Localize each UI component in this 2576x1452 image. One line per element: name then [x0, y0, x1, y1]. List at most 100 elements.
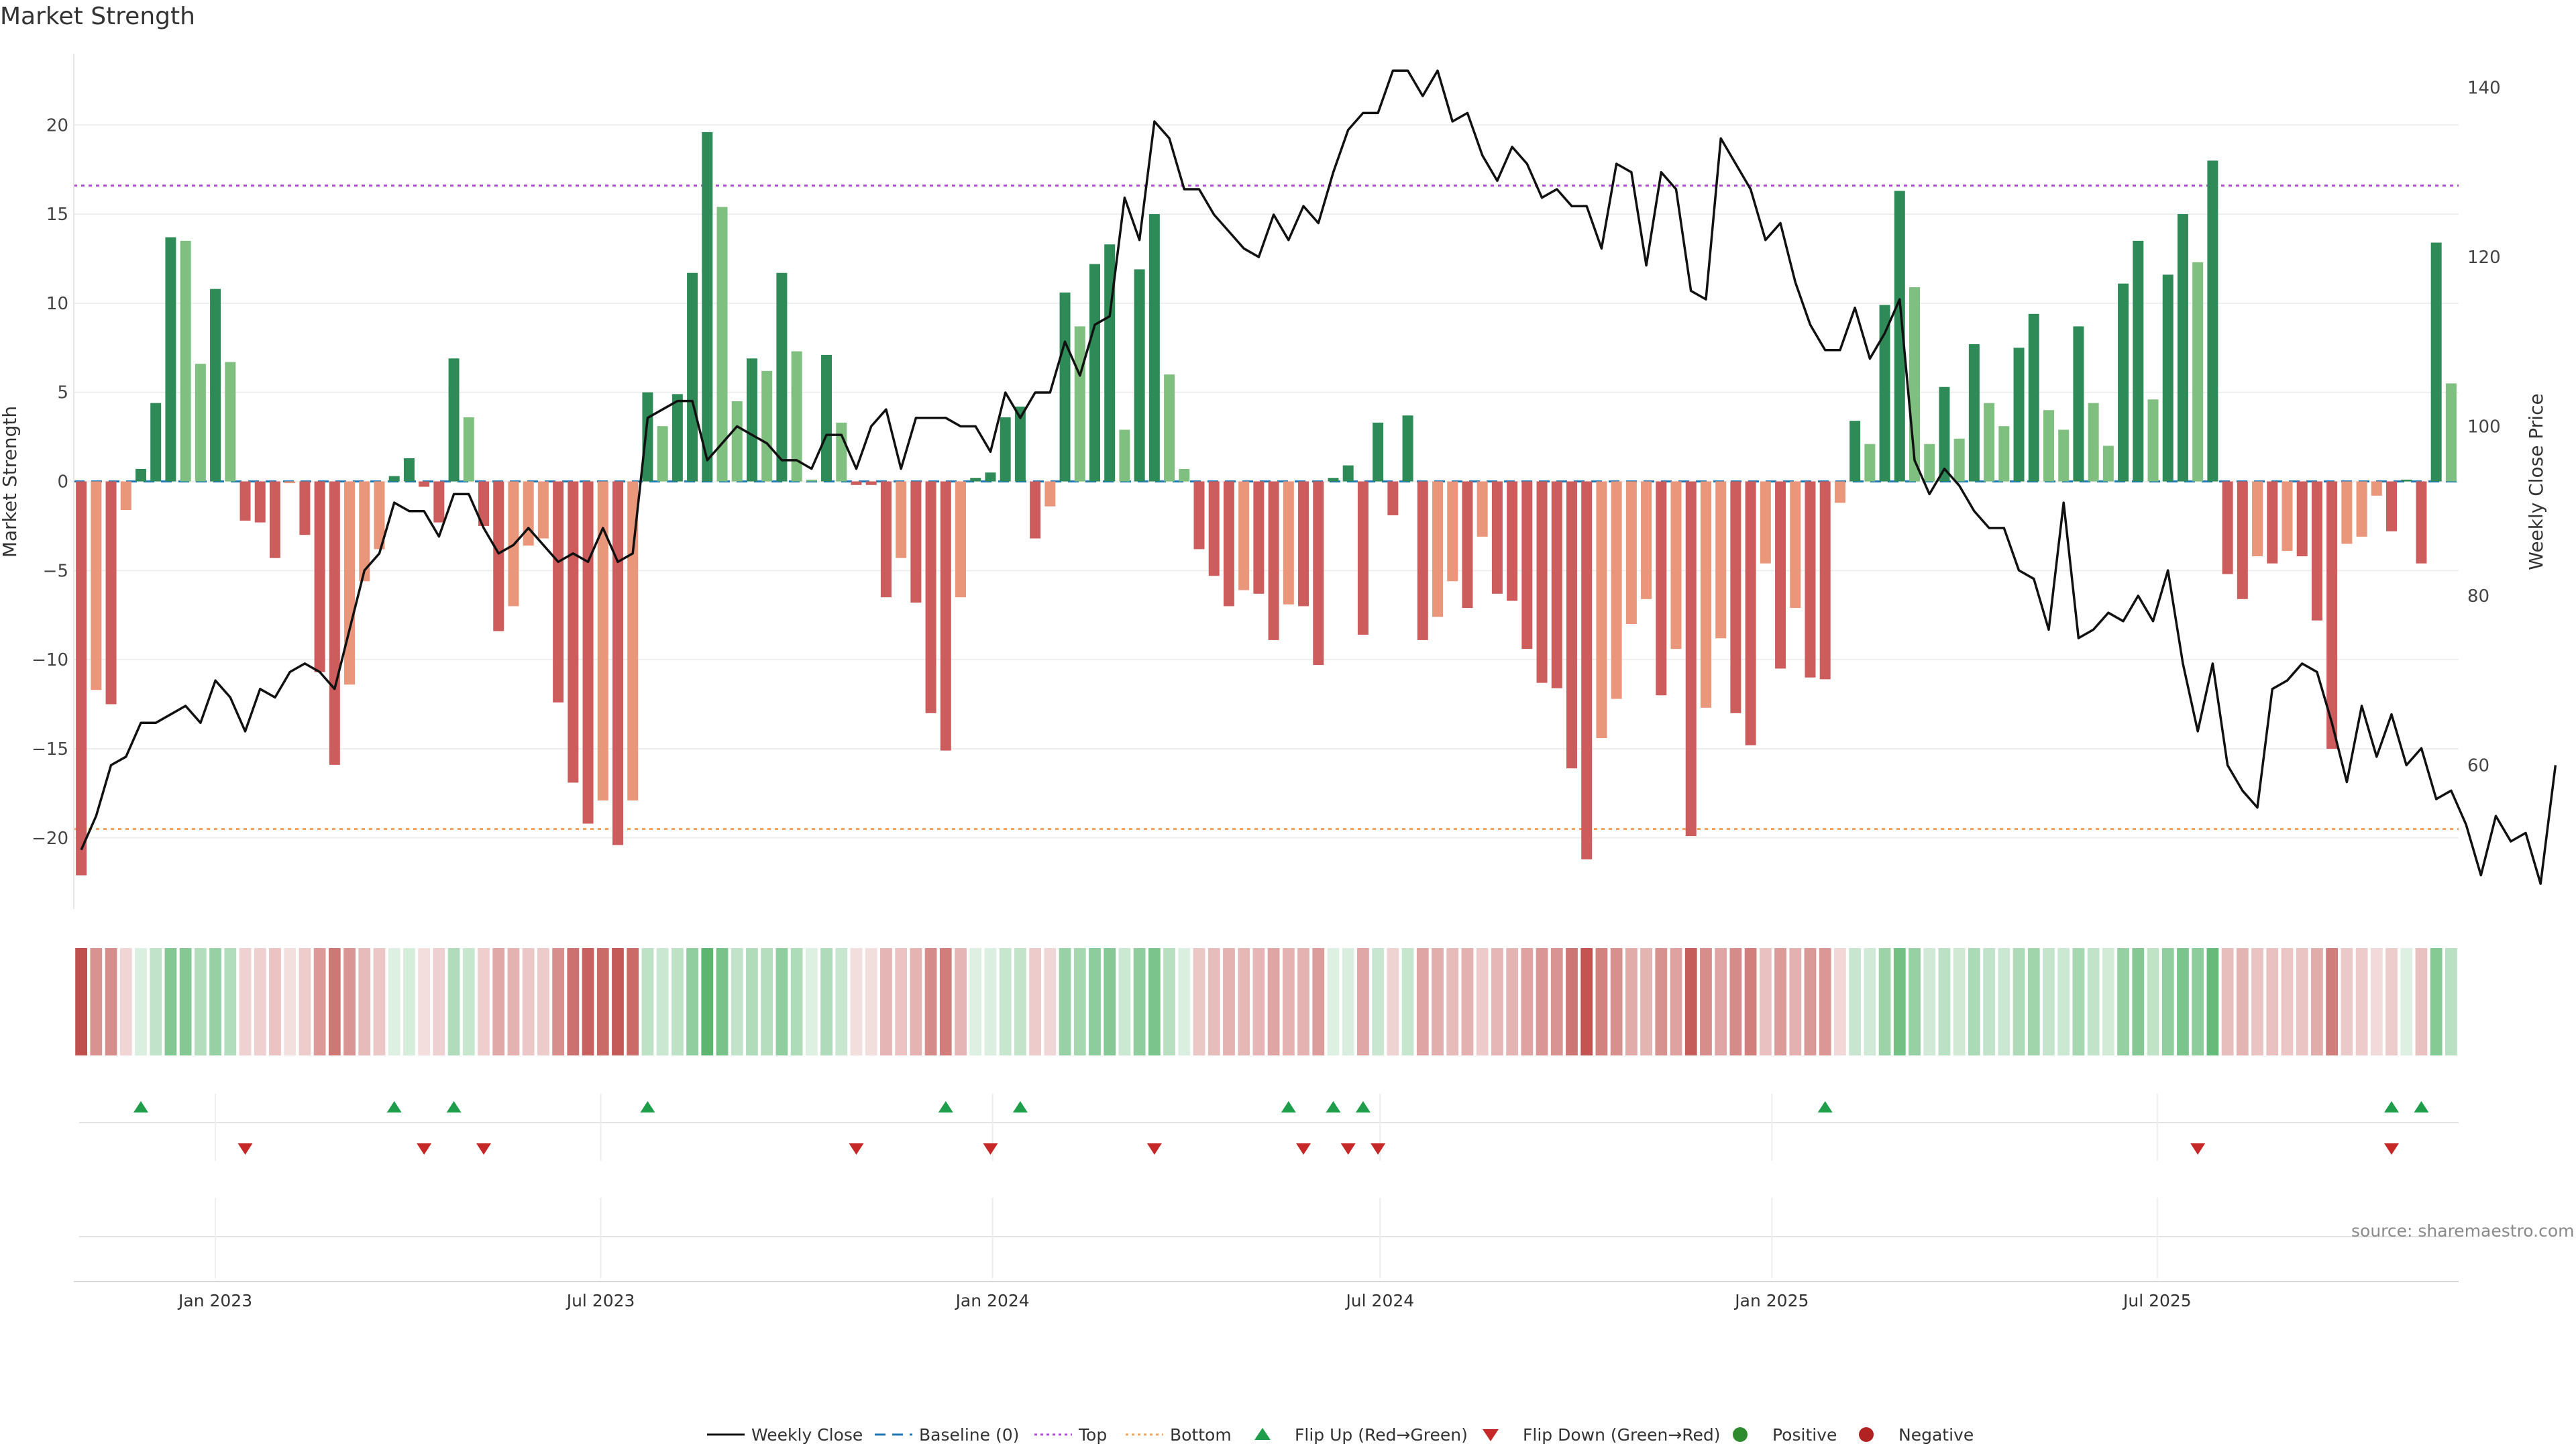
strength-bar [1402, 415, 1413, 482]
strength-bar [1581, 481, 1593, 860]
strength-bar [478, 481, 490, 526]
strength-bar [2102, 446, 2114, 482]
heat-cell [2057, 948, 2070, 1055]
strength-bar [1536, 481, 1548, 683]
heat-cell [1506, 948, 1518, 1055]
strength-bar [2371, 481, 2382, 496]
strength-bar [1819, 481, 1831, 680]
strength-bar [761, 370, 773, 482]
strength-bar [299, 481, 311, 535]
heat-cell [2072, 948, 2085, 1055]
flip-up-marker [1281, 1101, 1296, 1112]
heat-cell [1923, 948, 1936, 1055]
heat-cell [2161, 948, 2174, 1055]
strength-bar [1164, 374, 1175, 482]
source-note: source: sharemaestro.com [2351, 1221, 2575, 1241]
heat-cell [1252, 948, 1265, 1055]
heat-cell [2043, 948, 2055, 1055]
strength-bar [597, 481, 608, 800]
strength-bar [940, 481, 951, 751]
strength-bar [1342, 465, 1354, 482]
strength-bar [195, 364, 206, 482]
heat-cell [2132, 948, 2145, 1055]
y-tick-label: −5 [43, 561, 68, 581]
strength-bar [2028, 313, 2039, 482]
heat-cell [2341, 948, 2353, 1055]
flip-down-marker [1371, 1143, 1386, 1155]
triangle-down-icon [1483, 1429, 1499, 1441]
heat-cell [224, 948, 237, 1055]
legend-label: Positive [1772, 1425, 1837, 1445]
heat-cell [1104, 948, 1116, 1055]
x-tick-label: Jan 2023 [177, 1291, 252, 1310]
strength-bar [2088, 403, 2099, 482]
strength-bar [2058, 429, 2070, 482]
heat-cell [1893, 948, 1906, 1055]
flip-up-marker [1355, 1101, 1371, 1112]
flip-up-marker [938, 1101, 953, 1112]
strength-bar [955, 481, 967, 598]
heat-cell [150, 948, 162, 1055]
heat-cell [1059, 948, 1071, 1055]
heat-cell [269, 948, 281, 1055]
heat-cell [2206, 948, 2219, 1055]
flip-up-marker [386, 1101, 402, 1112]
heat-cell [1178, 948, 1191, 1055]
heat-cell [1625, 948, 1638, 1055]
heat-cell [1282, 948, 1295, 1055]
strength-bar [1760, 481, 1771, 564]
heat-cell [105, 948, 117, 1055]
heat-cell [865, 948, 877, 1055]
heat-cell [343, 948, 356, 1055]
strength-bar [2222, 481, 2233, 574]
strength-bar [1208, 481, 1220, 576]
flip-down-marker [417, 1143, 432, 1155]
strength-bar [880, 481, 892, 598]
strength-bar [239, 481, 251, 521]
strength-bar [985, 472, 996, 482]
heat-cell [1998, 948, 2010, 1055]
strength-bar [1462, 481, 1473, 609]
heat-cell [299, 948, 311, 1055]
strength-bar [642, 392, 653, 482]
strength-bar [1387, 481, 1399, 515]
heat-cell [2445, 948, 2457, 1055]
flip-up-marker [2414, 1101, 2429, 1112]
heat-cell [1595, 948, 1608, 1055]
heat-cell [2266, 948, 2279, 1055]
strength-bar [791, 351, 802, 482]
strength-bar [2356, 481, 2367, 537]
axis-layer: 20 15 10 5 0 −5 −10 −15 −20 140 120 100 80 60 Jan 2023… [32, 54, 2501, 1310]
heat-cell [373, 948, 386, 1055]
strength-bar [1805, 481, 1816, 678]
dot-icon [1859, 1427, 1874, 1442]
heat-cell [1238, 948, 1250, 1055]
heat-cell [775, 948, 788, 1055]
page-title: Market Strength [0, 3, 195, 30]
strength-bar [1432, 481, 1444, 617]
heat-cell [2147, 948, 2159, 1055]
y-tick-label: 15 [46, 205, 68, 225]
strength-bar [493, 481, 504, 631]
legend-label: Top [1079, 1425, 1108, 1445]
heat-cell [1670, 948, 1682, 1055]
strength-bar [225, 362, 236, 482]
strength-bar [359, 481, 370, 582]
strength-bar [2133, 240, 2144, 482]
strength-bar [388, 476, 400, 482]
legend-label: Bottom [1170, 1425, 1232, 1445]
strength-bar [2401, 479, 2412, 482]
heat-cell [194, 948, 207, 1055]
x-tick-label: Jul 2024 [1344, 1291, 1414, 1310]
strength-bar [553, 481, 564, 703]
strength-bar [1148, 214, 1160, 482]
strength-bar [582, 481, 594, 824]
strength-bar [1417, 481, 1428, 640]
heat-cell [1089, 948, 1101, 1055]
heat-cell [2221, 948, 2234, 1055]
heat-cell [1476, 948, 1489, 1055]
heat-cell [1491, 948, 1503, 1055]
heat-cell [716, 948, 729, 1055]
heat-cell [1357, 948, 1369, 1055]
heat-cell [2385, 948, 2398, 1055]
